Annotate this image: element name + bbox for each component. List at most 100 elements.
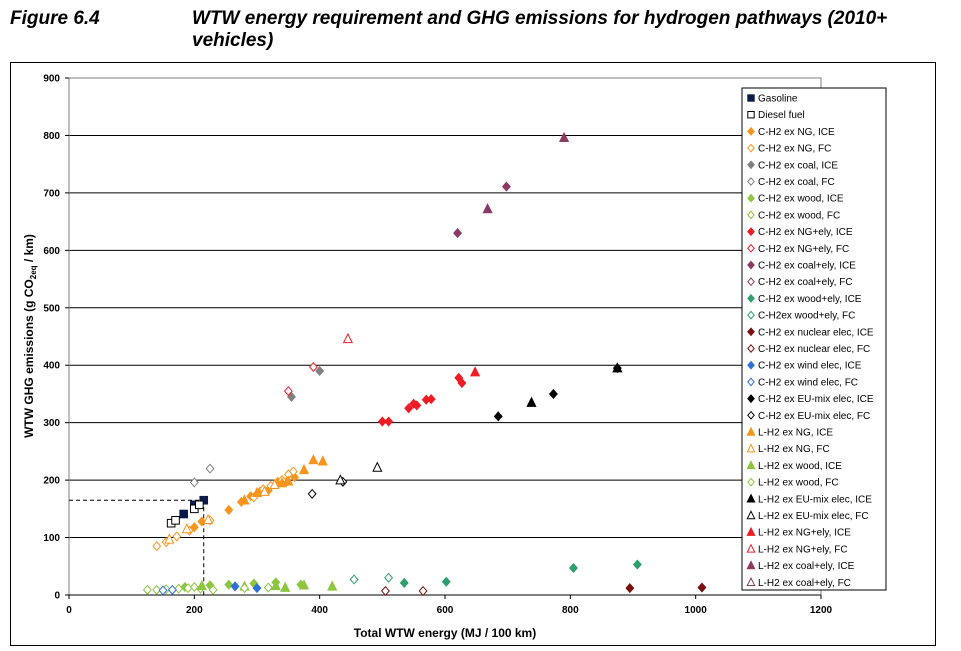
data-point	[164, 533, 175, 544]
x-tick-label: 200	[186, 605, 203, 616]
data-point	[412, 400, 422, 411]
legend-label: C-H2 ex wind elec, ICE	[758, 361, 862, 372]
legend-marker	[747, 293, 755, 303]
data-point	[335, 474, 346, 485]
data-point	[270, 579, 281, 591]
data-point	[179, 509, 188, 519]
legend-marker	[747, 277, 755, 287]
data-point	[239, 583, 249, 594]
legend-label: C-H2 ex wind elec, FC	[758, 377, 858, 388]
data-point	[263, 582, 273, 593]
data-point	[158, 585, 168, 596]
data-point	[205, 463, 215, 474]
data-point	[441, 576, 451, 587]
data-point	[612, 362, 623, 373]
legend-marker	[747, 410, 755, 420]
legend-label: Diesel fuel	[758, 110, 805, 121]
data-point	[384, 572, 394, 583]
legend-marker	[746, 443, 756, 453]
y-axis-title-part-1: WTW GHG emissions (g CO	[22, 279, 36, 438]
data-point	[195, 500, 204, 510]
legend-label: L-H2 ex coal+ely, ICE	[758, 561, 855, 572]
legend-label: L-H2 ex NG, ICE	[758, 428, 833, 439]
data-point	[453, 228, 463, 239]
data-point	[152, 541, 162, 552]
legend-label: C-H2 ex nuclear elec, FC	[758, 344, 870, 355]
data-point	[224, 504, 234, 516]
data-point	[230, 581, 240, 592]
x-tick-label: 800	[562, 605, 579, 616]
data-point	[239, 494, 250, 505]
legend-label: L-H2 ex wood, FC	[758, 478, 839, 489]
legend-label: L-H2 ex NG+ely, FC	[758, 544, 848, 555]
data-point	[199, 495, 209, 505]
data-point	[632, 559, 642, 570]
legend-label: C-H2 ex NG+ely, FC	[758, 244, 849, 255]
y-axis-title-part-2: / km)	[22, 234, 36, 265]
data-point	[501, 181, 511, 192]
legend-label: C-H2 ex coal, FC	[758, 177, 835, 188]
y-tick-label: 700	[43, 188, 60, 199]
data-point	[558, 131, 570, 143]
x-axis-title: Total WTW energy (MJ / 100 km)	[354, 626, 536, 640]
data-point	[482, 203, 493, 214]
legend-label: C-H2 ex NG, ICE	[758, 127, 835, 138]
data-point	[259, 485, 270, 496]
legend-label: C-H2 ex EU-mix elec, ICE	[758, 394, 874, 405]
data-point	[327, 580, 338, 591]
data-point	[307, 488, 317, 499]
legend-marker	[746, 576, 756, 586]
legend-marker	[746, 426, 756, 436]
y-tick-label: 600	[43, 246, 60, 257]
legend-marker	[747, 344, 755, 353]
legend-marker	[747, 227, 755, 237]
legend-marker	[746, 543, 756, 553]
data-point	[283, 475, 294, 486]
data-point	[625, 583, 635, 594]
legend-label: C-H2 ex coal+ely, FC	[758, 277, 853, 288]
y-tick-label: 800	[43, 131, 60, 142]
data-point	[189, 477, 199, 488]
figure-label: Figure 6.4	[10, 8, 100, 29]
legend-label: C-H2 ex EU-mix elec, FC	[758, 411, 870, 422]
data-point	[349, 574, 359, 585]
data-point	[380, 585, 390, 597]
y-tick-label: 900	[43, 74, 60, 85]
legend-marker	[747, 477, 755, 487]
y-tick-label: 0	[54, 591, 60, 602]
data-point	[174, 583, 184, 594]
legend-label: C-H2 ex nuclear elec, ICE	[758, 327, 874, 338]
data-point	[298, 579, 310, 590]
y-axis-title-subscript: 2eq	[29, 265, 38, 279]
y-tick-label: 300	[43, 418, 60, 429]
data-point	[283, 386, 293, 397]
data-point	[203, 513, 214, 525]
axis-ticks: 0 100 200 300 400 500 600 700 800 900 0 200 400 600 80…	[43, 74, 832, 617]
data-point	[189, 581, 199, 593]
data-point	[208, 584, 218, 595]
x-tick-label: 400	[311, 605, 328, 616]
legend-marker	[747, 377, 755, 387]
legend-marker	[747, 177, 755, 186]
data-point	[181, 523, 192, 534]
data-point	[399, 577, 409, 588]
legend-label: C-H2 ex wood, FC	[758, 210, 840, 221]
data-point	[317, 455, 328, 466]
legend-marker	[746, 560, 756, 570]
legend-label: Gasoline	[758, 94, 798, 105]
data-point	[457, 377, 467, 389]
legend-marker	[747, 360, 755, 370]
legend-marker	[746, 493, 756, 503]
legend-marker	[747, 94, 755, 102]
data-point	[568, 562, 578, 574]
legend-label: L-H2 ex wood, ICE	[758, 461, 842, 472]
y-tick-label: 500	[43, 303, 60, 314]
data-point	[418, 585, 428, 597]
data-point	[469, 366, 481, 377]
legend-marker	[747, 243, 755, 253]
legend: Gasoline Diesel fuel C-H2 ex NG, ICE C-H2 e…	[741, 87, 887, 591]
legend-label: L-H2 ex EU-mix elec, FC	[758, 511, 869, 522]
legend-label: C-H2 ex NG+ely, ICE	[758, 227, 853, 238]
figure-title: WTW energy requirement and GHG emissions…	[192, 8, 888, 51]
